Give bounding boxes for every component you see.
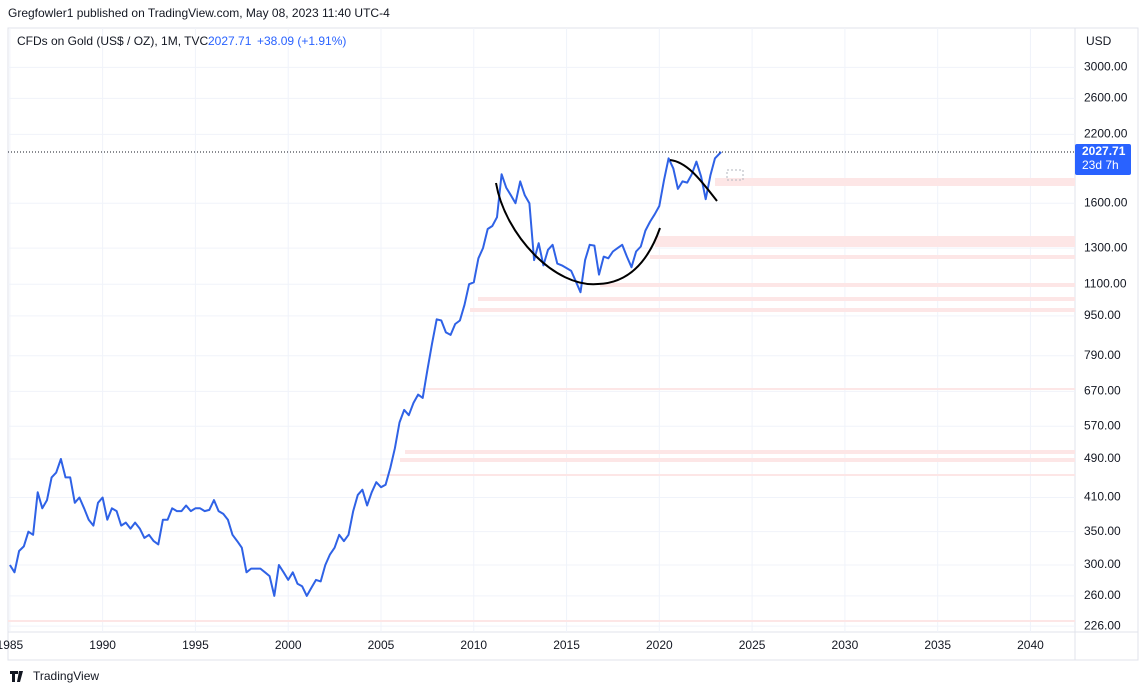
x-tick-label: 2010 [460, 638, 487, 652]
x-tick-label: 2030 [832, 638, 859, 652]
zone [405, 450, 1075, 454]
y-tick-label: 350.00 [1084, 524, 1121, 538]
y-tick-label: 260.00 [1084, 588, 1121, 602]
zone [715, 178, 1075, 186]
brand-logo [10, 671, 23, 682]
y-tick-label: 670.00 [1084, 384, 1121, 398]
axes: 226.00 260.00 300.00 350.00 410.00 490.00 570.… [0, 60, 1128, 653]
zone [8, 620, 1075, 622]
zone [470, 308, 1075, 312]
y-tick-label: 2600.00 [1084, 90, 1128, 104]
zone [380, 474, 1075, 476]
y-tick-label: 1100.00 [1084, 276, 1127, 290]
x-tick-label: 1990 [89, 638, 116, 652]
price-unit: USD [1086, 34, 1112, 48]
frame [7, 27, 1139, 661]
cup-drawing [495, 182, 661, 286]
handle-drawing [669, 159, 718, 202]
brand: TradingView [10, 669, 99, 683]
y-tick-label: 950.00 [1084, 308, 1121, 322]
zone [600, 283, 1075, 287]
last-price-box [1075, 144, 1131, 176]
grid [8, 28, 1075, 632]
y-tick-label: 570.00 [1084, 418, 1121, 432]
zone [650, 255, 1075, 259]
x-tick-label: 2000 [275, 638, 302, 652]
countdown-label: 23d 7h [1082, 158, 1119, 172]
x-tick-label: 2005 [368, 638, 395, 652]
brand-name: TradingView [33, 669, 99, 683]
x-tick-label: 2025 [739, 638, 766, 652]
x-tick-label: 2020 [646, 638, 673, 652]
x-tick-label: 2040 [1017, 638, 1044, 652]
y-tick-label: 2200.00 [1084, 127, 1128, 141]
y-tick-label: 300.00 [1084, 557, 1121, 571]
legend-price: 2027.71 [208, 34, 252, 48]
zone [655, 236, 1075, 247]
x-tick-label: 1995 [182, 638, 209, 652]
marker-box [726, 169, 744, 181]
y-tick-label: 1600.00 [1084, 195, 1128, 209]
y-tick-label: 226.00 [1084, 618, 1121, 632]
zones [8, 178, 1075, 622]
y-tick-label: 1300.00 [1084, 240, 1128, 254]
series-layer [9, 151, 722, 597]
zone [420, 388, 1075, 390]
y-tick-label: 410.00 [1084, 490, 1121, 504]
legend-title: CFDs on Gold (US$ / OZ), 1M, TVC [17, 34, 208, 48]
x-tick-label: 2015 [553, 638, 580, 652]
author-line: Gregfowler1 published on TradingView.com… [8, 6, 390, 20]
y-tick-label: 490.00 [1084, 451, 1121, 465]
x-tick-label: 2035 [924, 638, 951, 652]
legend-change: +38.09 (+1.91%) [257, 34, 346, 48]
y-tick-label: 3000.00 [1084, 60, 1128, 74]
last-price-label: 2027.71 [1082, 144, 1126, 158]
y-tick-label: 790.00 [1084, 348, 1121, 362]
zone [400, 458, 1075, 462]
zone [478, 297, 1075, 301]
price-line [9, 151, 722, 597]
x-tick-label: 1985 [0, 638, 24, 652]
